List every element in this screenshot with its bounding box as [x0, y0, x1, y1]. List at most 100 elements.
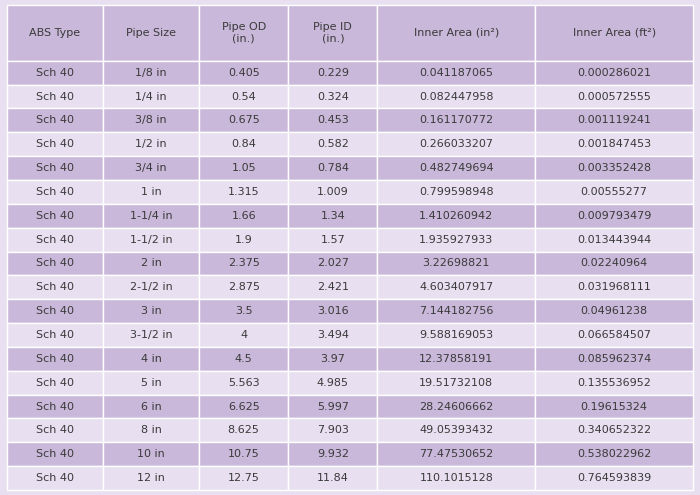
Bar [288, 228, 377, 251]
Text: 9.932: 9.932 [317, 449, 349, 459]
Text: 0.340652322: 0.340652322 [577, 425, 651, 436]
Bar [199, 395, 288, 418]
Bar [377, 371, 536, 395]
Bar [199, 85, 288, 108]
Text: 1/2 in: 1/2 in [135, 139, 167, 149]
Bar [7, 108, 103, 132]
Bar [288, 180, 377, 204]
Bar [103, 443, 199, 466]
Text: 12 in: 12 in [137, 473, 165, 483]
Bar [199, 323, 288, 347]
Bar [536, 204, 693, 228]
Text: Pipe Size: Pipe Size [126, 28, 176, 38]
Bar [199, 443, 288, 466]
Bar [7, 443, 103, 466]
Bar [377, 251, 536, 275]
Bar [536, 395, 693, 418]
Bar [199, 275, 288, 299]
Text: 10 in: 10 in [137, 449, 165, 459]
Bar [536, 299, 693, 323]
Bar [103, 466, 199, 490]
Bar [536, 156, 693, 180]
Bar [7, 228, 103, 251]
Bar [536, 85, 693, 108]
Text: Sch 40: Sch 40 [36, 68, 74, 78]
Text: 5 in: 5 in [141, 378, 162, 388]
Bar [536, 180, 693, 204]
Text: 2.027: 2.027 [317, 258, 349, 268]
Text: 1.9: 1.9 [234, 235, 253, 245]
Text: 0.675: 0.675 [228, 115, 260, 125]
Text: 0.000572555: 0.000572555 [578, 92, 651, 101]
Text: Inner Area (ft²): Inner Area (ft²) [573, 28, 656, 38]
Bar [536, 371, 693, 395]
Text: 3.97: 3.97 [321, 354, 345, 364]
Text: 0.085962374: 0.085962374 [577, 354, 651, 364]
Bar [377, 443, 536, 466]
Bar [103, 299, 199, 323]
Text: 0.405: 0.405 [228, 68, 260, 78]
Bar [7, 275, 103, 299]
Bar [103, 108, 199, 132]
Text: 2.875: 2.875 [228, 282, 260, 293]
Bar [7, 180, 103, 204]
Bar [377, 61, 536, 85]
Bar [199, 466, 288, 490]
Text: Sch 40: Sch 40 [36, 425, 74, 436]
Text: 0.001119241: 0.001119241 [577, 115, 651, 125]
Bar [288, 108, 377, 132]
Text: Sch 40: Sch 40 [36, 330, 74, 340]
Text: Sch 40: Sch 40 [36, 163, 74, 173]
Bar [7, 5, 103, 61]
Text: 2 in: 2 in [141, 258, 162, 268]
Bar [7, 61, 103, 85]
Text: 1.66: 1.66 [232, 211, 256, 221]
Bar [536, 108, 693, 132]
Bar [7, 418, 103, 443]
Text: 3.5: 3.5 [235, 306, 253, 316]
Text: Sch 40: Sch 40 [36, 354, 74, 364]
Text: 0.784: 0.784 [317, 163, 349, 173]
Bar [199, 132, 288, 156]
Bar [199, 418, 288, 443]
Text: 1.34: 1.34 [321, 211, 345, 221]
Bar [199, 156, 288, 180]
Text: 1 in: 1 in [141, 187, 162, 197]
Text: Sch 40: Sch 40 [36, 449, 74, 459]
Text: 0.582: 0.582 [317, 139, 349, 149]
Bar [7, 395, 103, 418]
Bar [377, 132, 536, 156]
Bar [103, 85, 199, 108]
Text: 0.453: 0.453 [317, 115, 349, 125]
Text: 4.5: 4.5 [234, 354, 253, 364]
Text: 0.19615324: 0.19615324 [580, 401, 648, 411]
Bar [199, 5, 288, 61]
Bar [7, 204, 103, 228]
Bar [536, 347, 693, 371]
Text: 110.1015128: 110.1015128 [419, 473, 494, 483]
Text: 77.47530652: 77.47530652 [419, 449, 494, 459]
Bar [103, 180, 199, 204]
Text: 4 in: 4 in [141, 354, 162, 364]
Bar [288, 204, 377, 228]
Text: 2.375: 2.375 [228, 258, 260, 268]
Text: 1/8 in: 1/8 in [135, 68, 167, 78]
Text: 3.494: 3.494 [317, 330, 349, 340]
Bar [377, 204, 536, 228]
Text: 6 in: 6 in [141, 401, 162, 411]
Bar [377, 228, 536, 251]
Bar [7, 85, 103, 108]
Text: 1-1/4 in: 1-1/4 in [130, 211, 172, 221]
Text: 0.54: 0.54 [231, 92, 256, 101]
Bar [377, 180, 536, 204]
Bar [103, 347, 199, 371]
Bar [199, 251, 288, 275]
Text: Sch 40: Sch 40 [36, 211, 74, 221]
Bar [536, 443, 693, 466]
Text: 0.02240964: 0.02240964 [580, 258, 648, 268]
Bar [7, 466, 103, 490]
Text: 0.135536952: 0.135536952 [578, 378, 651, 388]
Bar [7, 156, 103, 180]
Bar [7, 299, 103, 323]
Text: 8.625: 8.625 [228, 425, 260, 436]
